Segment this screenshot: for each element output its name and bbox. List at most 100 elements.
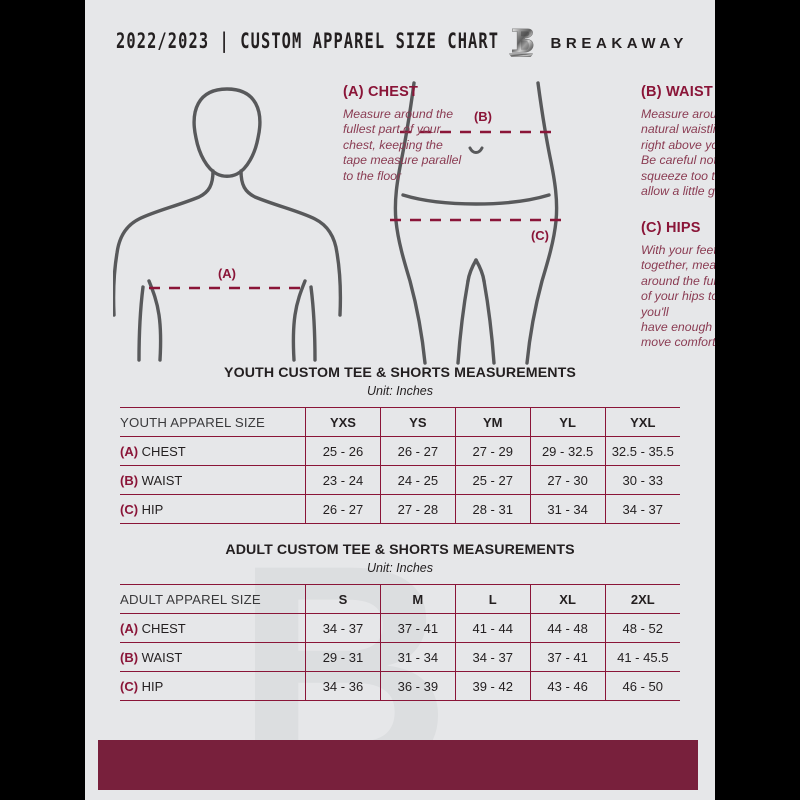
youth-row-name-chest: CHEST [141,443,186,459]
adult-table-unit: Unit: Inches [366,561,433,575]
callout-waist: (B) WAIST Measure around your natural wa… [641,84,715,199]
adult-measurements-section: ADULT CUSTOM TEE & SHORTS MEASUREMENTS U… [85,542,715,701]
table-row: (A) CHEST 25 - 26 26 - 27 27 - 29 29 - 3… [120,436,680,466]
table-header-row: ADULT APPAREL SIZE S M L XL 2XL [120,584,680,614]
right-inner-arm [309,285,317,362]
youth-waist-2: 25 - 27 [455,465,531,495]
adult-waist-4: 41 - 45.5 [605,642,680,672]
adult-chest-4: 48 - 52 [605,613,680,643]
youth-waist-4: 30 - 33 [605,465,680,495]
footer-accent-bar [98,740,698,790]
youth-row-tag-chest: (A) [120,443,139,459]
adult-chest-2: 41 - 44 [455,613,531,643]
adult-waist-3: 37 - 41 [530,642,606,672]
youth-hip-0: 26 - 27 [305,494,381,524]
adult-row-label-chest: (A) CHEST [120,613,306,643]
youth-row-name-hip: HIP [141,501,164,517]
youth-hip-1: 27 - 28 [380,494,456,524]
callout-waist-body: Measure around your natural waistline – … [641,107,715,199]
youth-table-unit: Unit: Inches [366,384,433,398]
navel-mark [468,146,484,154]
youth-size-col-1: YS [380,407,456,437]
hip-curve [401,193,551,206]
adult-hip-0: 34 - 36 [305,671,381,701]
youth-size-col-2: YM [455,407,531,437]
youth-row-tag-waist: (B) [120,472,139,488]
page-header: 2022/2023 | CUSTOM APPAREL SIZE CHART [85,26,715,60]
adult-row-tag-waist: (B) [120,649,139,665]
left-inner-arm [137,285,145,362]
body-diagrams: (A) (B) (C) [85,70,715,365]
adult-size-table: ADULT APPAREL SIZE S M L XL 2XL (A) CHES… [120,584,680,701]
youth-size-col-3: YL [530,407,606,437]
table-header-row: YOUTH APPAREL SIZE YXS YS YM YL YXL [120,407,680,437]
callout-chest-title: (A) CHEST [343,84,419,100]
youth-size-col-0: YXS [305,407,381,437]
hips-marker-label: (C) [531,228,549,243]
youth-hip-3: 31 - 34 [530,494,606,524]
head-outline [192,87,262,178]
youth-size-col-4: YXL [605,407,680,437]
adult-hip-3: 43 - 46 [530,671,606,701]
youth-chest-1: 26 - 27 [380,436,456,466]
adult-hip-2: 39 - 42 [455,671,531,701]
callout-hips: (C) HIPS With your feet together, measur… [641,220,715,351]
youth-row-label-chest: (A) CHEST [120,436,306,466]
left-inner-leg [456,279,470,365]
adult-row-name-waist: WAIST [141,649,183,665]
youth-hip-2: 28 - 31 [455,494,531,524]
adult-waist-1: 31 - 34 [380,642,456,672]
chest-marker-label: (A) [218,266,236,281]
brand-lockup: BREAKAWAY [506,26,688,60]
callout-waist-title: (B) WAIST [641,84,713,100]
right-inner-leg [482,279,496,365]
adult-size-col-3: XL [530,584,606,614]
youth-table-title: YOUTH CUSTOM TEE & SHORTS MEASUREMENTS [224,365,576,381]
adult-row-name-chest: CHEST [141,620,186,636]
size-chart-page: B 2022/2023 | CUSTOM APPAREL SIZE CHART [85,0,715,800]
callout-chest: (A) CHEST Measure around the fullest par… [343,84,483,184]
crotch-left [466,258,478,283]
adult-hip-1: 36 - 39 [380,671,456,701]
table-row: (B) WAIST 23 - 24 24 - 25 25 - 27 27 - 3… [120,465,680,495]
youth-chest-3: 29 - 32.5 [530,436,606,466]
adult-chest-1: 37 - 41 [380,613,456,643]
youth-row-label-hip: (C) HIP [120,494,306,524]
left-torso-side [147,279,163,362]
callout-chest-body: Measure around the fullest part of your … [343,107,462,183]
adult-row-tag-hip: (C) [120,678,139,694]
right-body-side-outline [525,81,559,365]
adult-row-label-hip: (C) HIP [120,671,306,701]
crotch-right [474,258,486,283]
waist-marker-label: (B) [474,109,492,124]
adult-size-col-4: 2XL [605,584,680,614]
youth-waist-3: 27 - 30 [530,465,606,495]
table-row: (C) HIP 34 - 36 36 - 39 39 - 42 43 - 46 … [120,671,680,701]
youth-chest-4: 32.5 - 35.5 [605,436,680,466]
youth-hip-4: 34 - 37 [605,494,680,524]
upper-body-front-diagram: (A) [113,87,343,362]
left-shoulder-arm-outline [113,169,215,317]
adult-chest-3: 44 - 48 [530,613,606,643]
table-row: (A) CHEST 34 - 37 37 - 41 41 - 44 44 - 4… [120,613,680,643]
callout-hips-title: (C) HIPS [641,220,701,236]
adult-row-tag-chest: (A) [120,620,139,636]
youth-row-tag-hip: (C) [120,501,139,517]
adult-hip-4: 46 - 50 [605,671,680,701]
adult-size-col-2: L [455,584,531,614]
youth-row-label-waist: (B) WAIST [120,465,306,495]
breakaway-b-logo-icon [509,28,534,57]
lower-body-front-diagram: (B) (C) [390,81,562,365]
adult-row-label-waist: (B) WAIST [120,642,306,672]
youth-measurements-section: YOUTH CUSTOM TEE & SHORTS MEASUREMENTS U… [85,365,715,524]
right-torso-side [291,279,307,362]
youth-waist-1: 24 - 25 [380,465,456,495]
adult-waist-2: 34 - 37 [455,642,531,672]
adult-chest-0: 34 - 37 [305,613,381,643]
adult-table-title: ADULT CUSTOM TEE & SHORTS MEASUREMENTS [225,542,575,558]
youth-row-name-waist: WAIST [141,472,183,488]
adult-waist-0: 29 - 31 [305,642,381,672]
table-row: (C) HIP 26 - 27 27 - 28 28 - 31 31 - 34 … [120,494,680,524]
youth-waist-0: 23 - 24 [305,465,381,495]
youth-chest-2: 27 - 29 [455,436,531,466]
